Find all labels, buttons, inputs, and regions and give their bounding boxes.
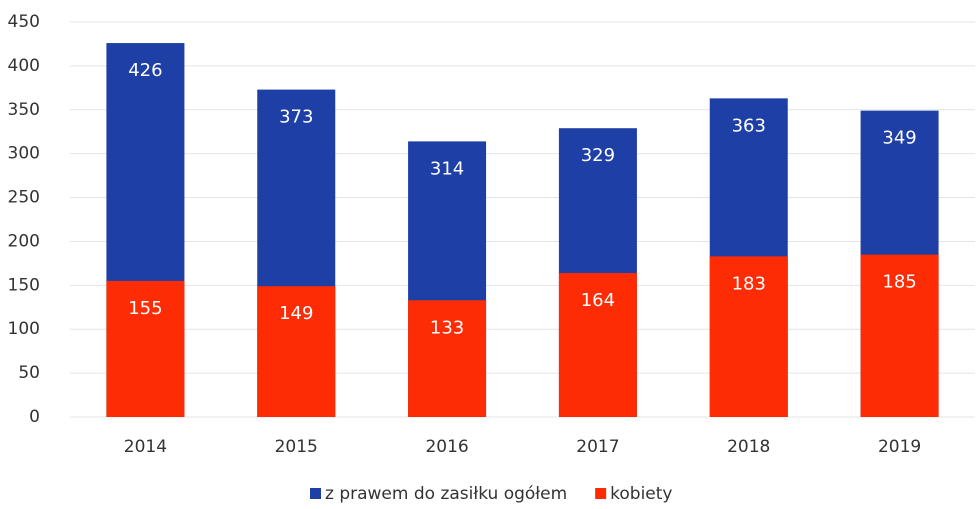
value-label: 363 — [732, 115, 766, 136]
value-label: 133 — [430, 317, 464, 338]
value-label: 426 — [128, 60, 162, 81]
bar — [257, 286, 336, 417]
value-label: 164 — [581, 290, 615, 311]
y-tick-label: 450 — [8, 12, 40, 32]
value-label: 349 — [882, 128, 916, 149]
bar — [106, 280, 185, 417]
y-tick-label: 100 — [8, 319, 40, 339]
value-label: 185 — [882, 272, 916, 293]
value-label: 314 — [430, 158, 464, 179]
bar — [408, 300, 487, 417]
value-label: 373 — [279, 107, 313, 128]
x-tick-label: 2017 — [576, 437, 619, 457]
bar — [860, 254, 939, 417]
value-label: 149 — [279, 303, 313, 324]
y-tick-label: 250 — [8, 188, 40, 208]
y-tick-label: 150 — [8, 275, 40, 295]
y-tick-label: 300 — [8, 144, 40, 164]
value-label: 155 — [128, 298, 162, 319]
legend-swatch — [595, 488, 607, 499]
x-tick-label: 2019 — [878, 437, 921, 457]
y-tick-label: 400 — [8, 56, 40, 76]
y-tick-label: 350 — [8, 100, 40, 120]
legend-label: z prawem do zasiłku ogółem — [325, 484, 567, 504]
x-tick-label: 2016 — [425, 437, 468, 457]
legend-swatch — [310, 488, 321, 499]
x-tick-label: 2014 — [124, 437, 167, 457]
value-label: 329 — [581, 145, 615, 166]
y-tick-label: 200 — [8, 231, 40, 251]
value-label: 183 — [732, 273, 766, 294]
bar — [558, 273, 637, 417]
y-tick-label: 50 — [18, 363, 40, 383]
x-tick-label: 2018 — [727, 437, 770, 457]
x-tick-label: 2015 — [275, 437, 318, 457]
legend-label: kobiety — [610, 484, 672, 504]
bar — [709, 256, 788, 417]
y-tick-label: 0 — [29, 407, 40, 427]
